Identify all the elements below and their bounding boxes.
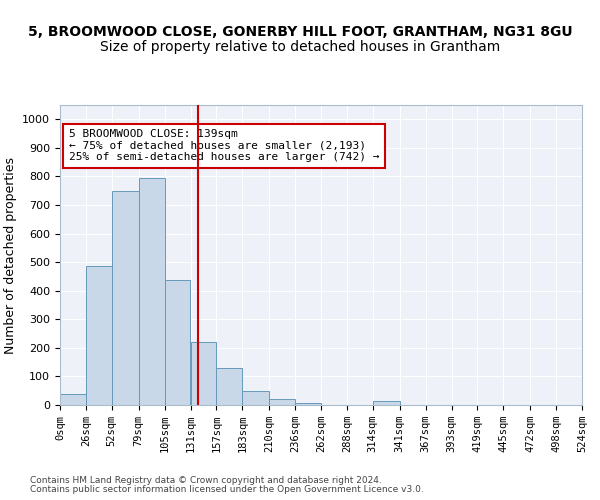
Text: Contains public sector information licensed under the Open Government Licence v3: Contains public sector information licen… — [30, 485, 424, 494]
Bar — [112, 190, 139, 405]
Bar — [269, 398, 295, 405]
Text: Contains HM Land Registry data © Crown copyright and database right 2024.: Contains HM Land Registry data © Crown c… — [30, 476, 382, 485]
Text: 5, BROOMWOOD CLOSE, GONERBY HILL FOOT, GRANTHAM, NG31 8GU: 5, BROOMWOOD CLOSE, GONERBY HILL FOOT, G… — [28, 25, 572, 39]
Bar — [191, 342, 217, 405]
Y-axis label: Number of detached properties: Number of detached properties — [4, 156, 17, 354]
Bar — [217, 368, 242, 405]
Text: Size of property relative to detached houses in Grantham: Size of property relative to detached ho… — [100, 40, 500, 54]
Bar — [164, 280, 190, 405]
Bar — [60, 394, 86, 405]
Bar — [139, 178, 164, 405]
Bar — [373, 400, 400, 405]
Bar — [86, 266, 112, 405]
Text: 5 BROOMWOOD CLOSE: 139sqm
← 75% of detached houses are smaller (2,193)
25% of se: 5 BROOMWOOD CLOSE: 139sqm ← 75% of detac… — [69, 130, 379, 162]
Bar — [242, 392, 269, 405]
Bar — [295, 402, 321, 405]
